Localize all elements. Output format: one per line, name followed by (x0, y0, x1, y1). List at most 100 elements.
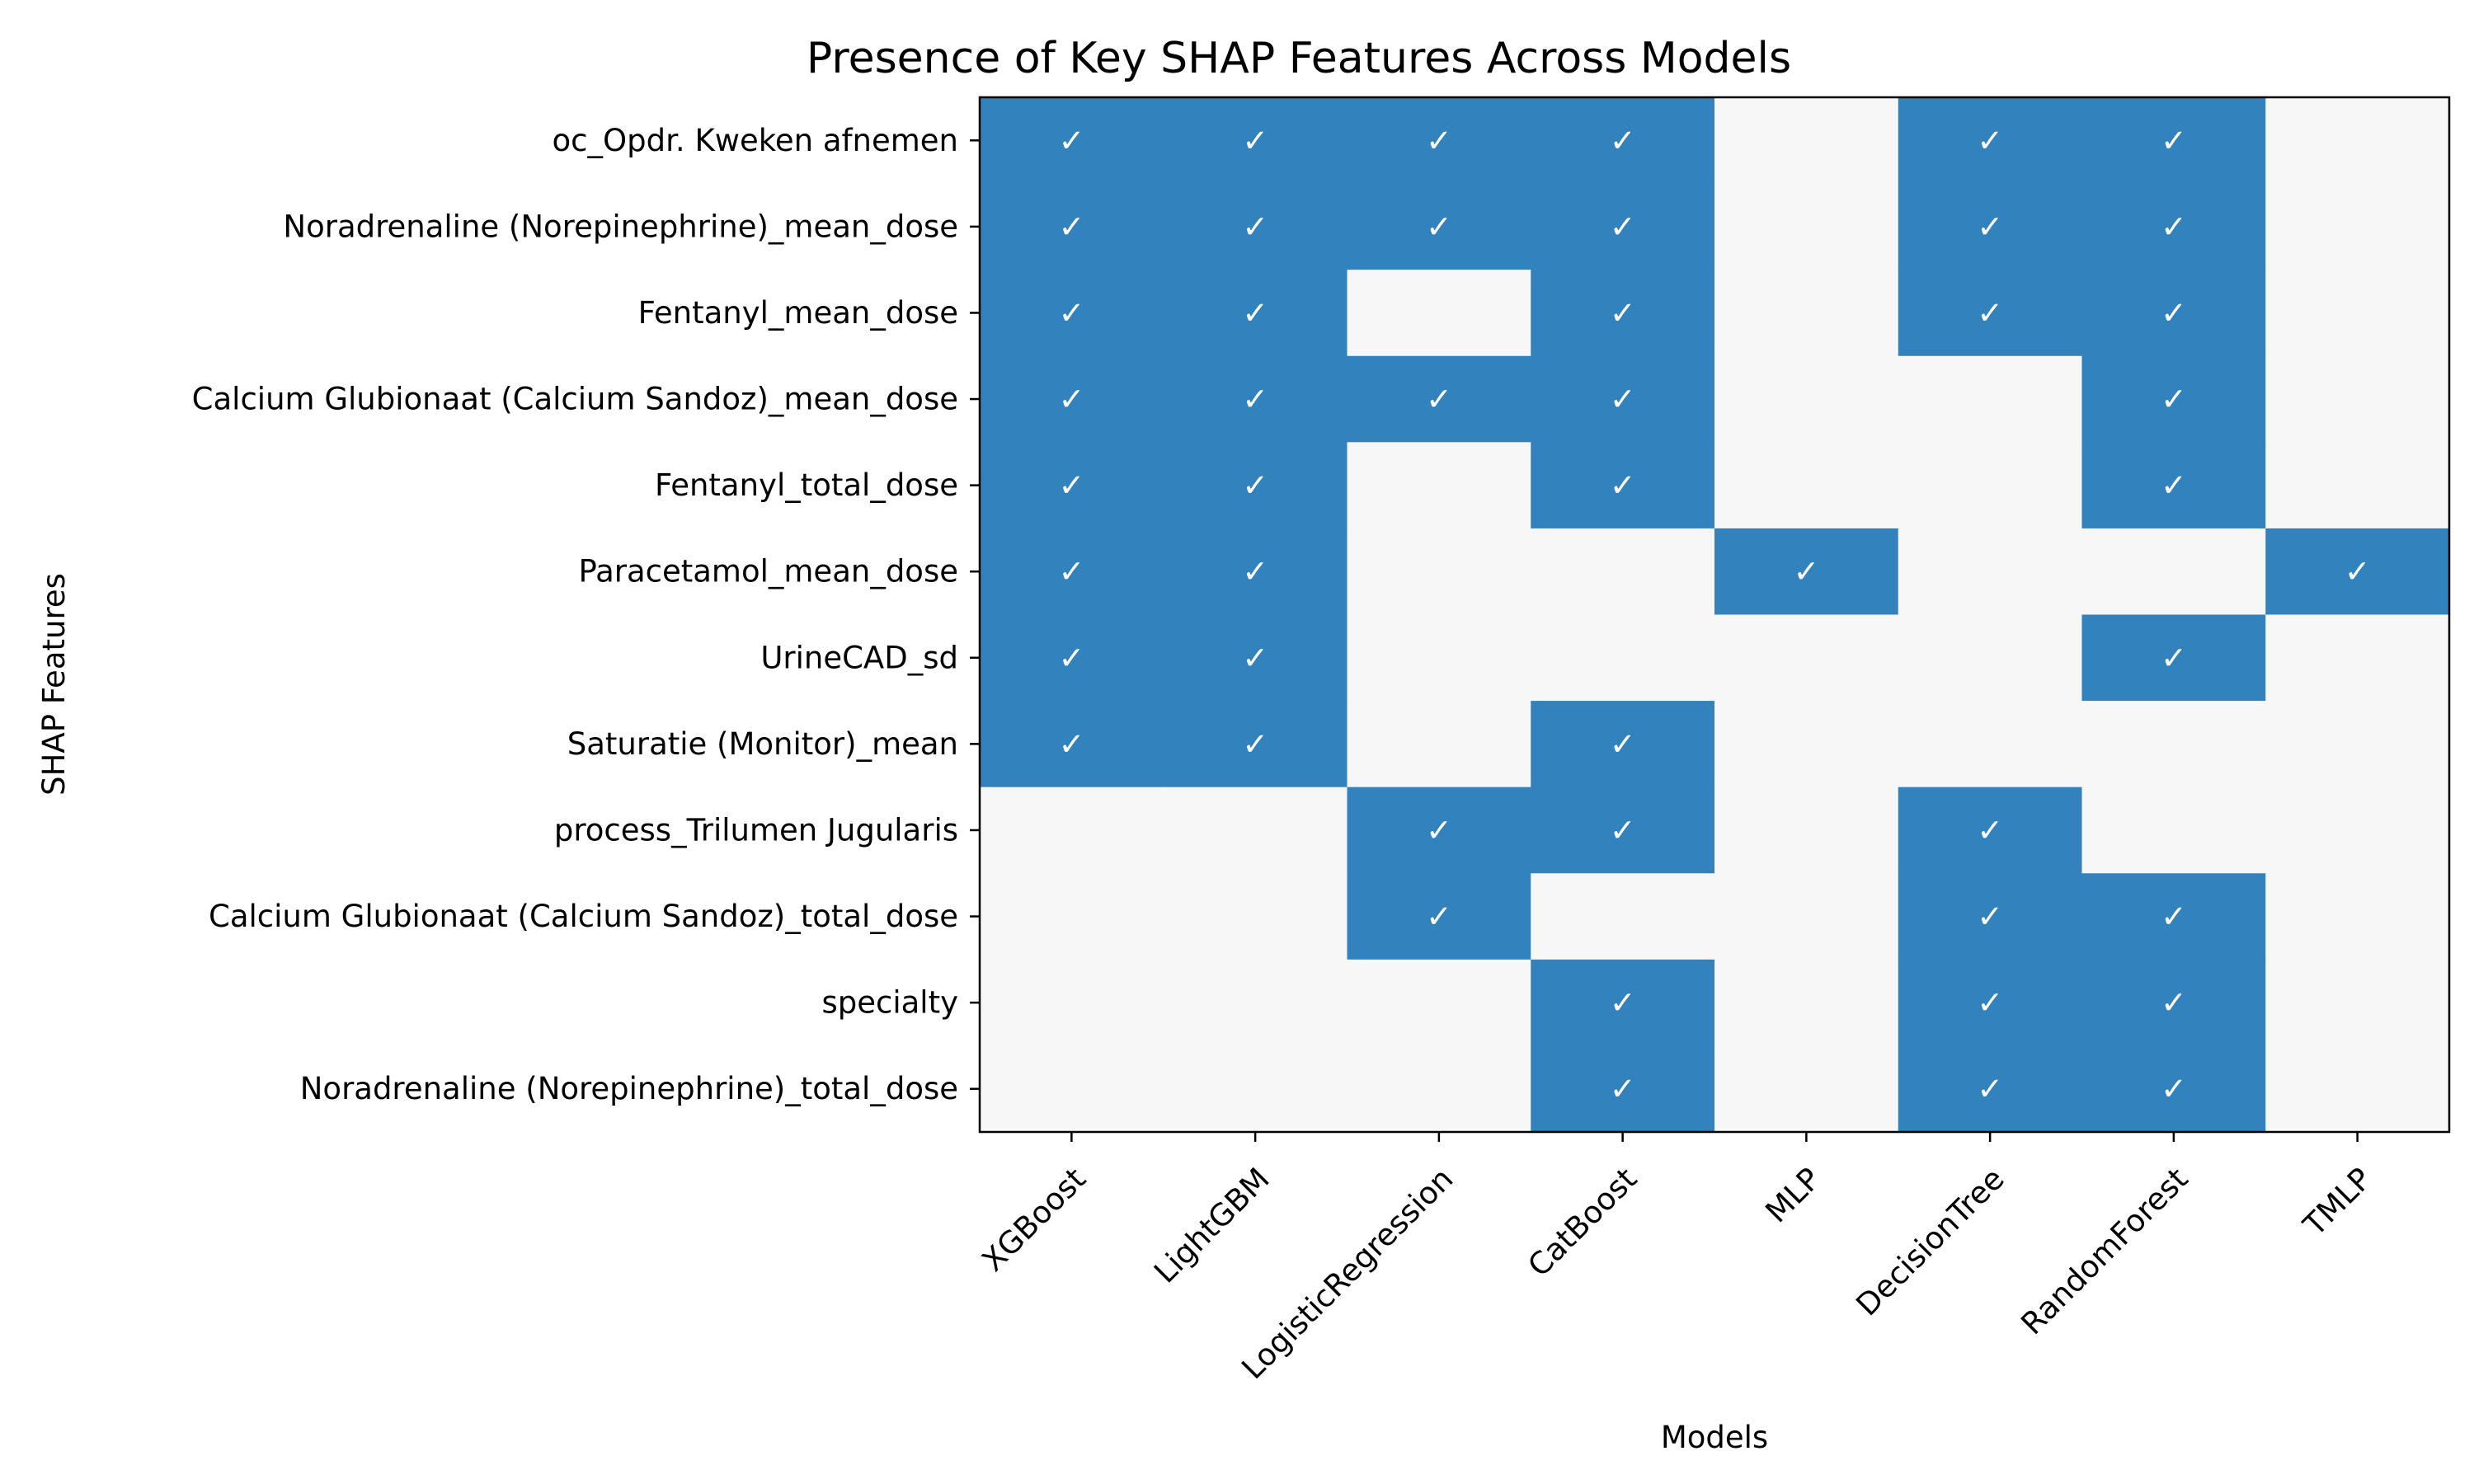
heatmap-cell (1714, 873, 1899, 960)
heatmap-cell (980, 1045, 1164, 1133)
heatmap-cell (1347, 270, 1531, 357)
check-mark: ✓ (2161, 899, 2187, 935)
heatmap-cell (2265, 183, 2450, 270)
y-tick-label: Calcium Glubionaat (Calcium Sandoz)_tota… (209, 899, 958, 934)
heatmap-cell (1898, 959, 2083, 1047)
check-mark: ✓ (1058, 209, 1084, 245)
heatmap-cell (980, 97, 1164, 185)
heatmap-cell (1898, 528, 2083, 616)
heatmap-cell (1531, 787, 1715, 874)
heatmap-cell (1531, 528, 1715, 616)
heatmap-cell (2265, 787, 2450, 874)
heatmap-cell (980, 873, 1164, 960)
check-mark: ✓ (1426, 122, 1452, 158)
check-mark: ✓ (1242, 381, 1268, 417)
heatmap-cell (980, 528, 1164, 616)
heatmap-cell (1163, 959, 1348, 1047)
heatmap-cell (2081, 787, 2266, 874)
y-tick-label: Saturatie (Monitor)_mean (567, 726, 958, 762)
heatmap-cell (1531, 614, 1715, 702)
heatmap-cell (1163, 97, 1348, 185)
check-mark: ✓ (1610, 812, 1636, 848)
x-tick-label: MLP (1759, 1161, 1827, 1229)
heatmap-cell (1714, 97, 1899, 185)
heatmap-cell (1163, 614, 1348, 702)
check-mark: ✓ (1610, 984, 1636, 1021)
check-mark: ✓ (1977, 812, 2003, 848)
heatmap-cell (2265, 614, 2450, 702)
check-mark: ✓ (1977, 209, 2003, 245)
x-tick-label: LightGBM (1147, 1161, 1277, 1290)
heatmap-cell (980, 614, 1164, 702)
y-axis-ticks: oc_Opdr. Kweken afnemen Noradrenaline (No… (192, 123, 980, 1106)
check-mark: ✓ (1426, 381, 1452, 417)
heatmap-cell (1531, 442, 1715, 529)
heatmap-cell (1531, 873, 1715, 960)
heatmap-cell (980, 270, 1164, 357)
x-tick-label: TMLP (2296, 1161, 2378, 1243)
y-tick-label: Paracetamol_mean_dose (578, 554, 958, 589)
check-mark: ✓ (1426, 899, 1452, 935)
heatmap-cell (2081, 1045, 2266, 1133)
x-tick-label: CatBoost (1521, 1161, 1644, 1284)
heatmap-cell (1898, 183, 2083, 270)
heatmap-cell (980, 787, 1164, 874)
check-mark: ✓ (1058, 553, 1084, 589)
heatmap-cell (1714, 614, 1899, 702)
check-mark: ✓ (1242, 640, 1268, 676)
heatmap-cell (980, 959, 1164, 1047)
heatmap-cell (2265, 701, 2450, 788)
heatmap-cell (1714, 701, 1899, 788)
heatmap-cell (1347, 873, 1531, 960)
x-tick-label: DecisionTree (1849, 1161, 2011, 1322)
check-mark: ✓ (2161, 1071, 2187, 1107)
check-mark: ✓ (1058, 640, 1084, 676)
heatmap-cell (2265, 355, 2450, 443)
heatmap-cell (2265, 442, 2450, 529)
heatmap-cell (980, 701, 1164, 788)
heatmap-cell (1531, 701, 1715, 788)
heatmap-cell (1163, 270, 1348, 357)
heatmap-cell (980, 442, 1164, 529)
x-tick-label: LogisticRegression (1235, 1161, 1460, 1386)
heatmap-cell (1163, 1045, 1348, 1133)
chart-title: Presence of Key SHAP Features Across Mod… (807, 34, 1791, 83)
heatmap-cell (1898, 1045, 2083, 1133)
heatmap-cell (1898, 873, 2083, 960)
heatmap-cell (1714, 183, 1899, 270)
heatmap-cell (1347, 701, 1531, 788)
heatmap-cell (2265, 97, 2450, 185)
check-mark: ✓ (1793, 553, 1819, 589)
heatmap-cell (2081, 528, 2266, 616)
y-tick-label: Fentanyl_total_dose (655, 467, 958, 503)
y-tick-label: Calcium Glubionaat (Calcium Sandoz)_mean… (192, 382, 958, 417)
heatmap-cell (1898, 701, 2083, 788)
heatmap-cell (1898, 442, 2083, 529)
check-mark: ✓ (1242, 726, 1268, 762)
check-mark: ✓ (2345, 553, 2371, 589)
heatmap-cell (2081, 355, 2266, 443)
heatmap-cell (1163, 528, 1348, 616)
check-mark: ✓ (1610, 209, 1636, 245)
heatmap-cell (2265, 270, 2450, 357)
heatmap-cell (2265, 959, 2450, 1047)
check-mark: ✓ (1242, 467, 1268, 504)
heatmap-cell (980, 183, 1164, 270)
check-mark: ✓ (1426, 812, 1452, 848)
x-tick-label: XGBoost (976, 1161, 1093, 1278)
heatmap-cell (2265, 873, 2450, 960)
heatmap-cell (1531, 97, 1715, 185)
heatmap-cell (1714, 355, 1899, 443)
heatmap-cell (2081, 97, 2266, 185)
check-mark: ✓ (2161, 640, 2187, 676)
heatmap-cell (1163, 873, 1348, 960)
check-mark: ✓ (1610, 294, 1636, 331)
heatmap-cell (1163, 442, 1348, 529)
heatmap-cell (1714, 959, 1899, 1047)
heatmap-cell (1898, 355, 2083, 443)
heatmap-cell (1714, 270, 1899, 357)
heatmap-cell (1347, 97, 1531, 185)
heatmap-cell (1347, 1045, 1531, 1133)
heatmap-cell (2081, 614, 2266, 702)
heatmap-cell (1347, 183, 1531, 270)
